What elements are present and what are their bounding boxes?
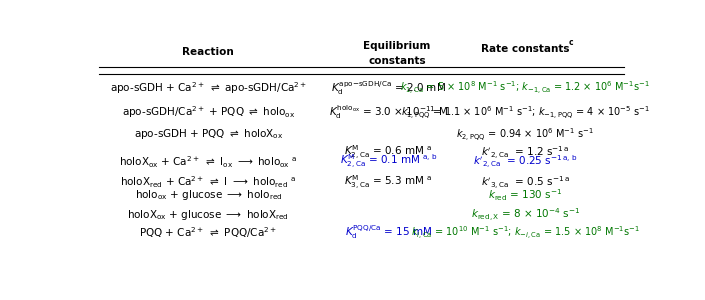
Text: $k_{\rm red}$ = 130 s$^{-1}$: $k_{\rm red}$ = 130 s$^{-1}$ xyxy=(488,188,563,203)
Text: c: c xyxy=(568,38,573,47)
Text: $K_{2,\rm Ca}^{\rm M}$ = 0.1 mM $^{\rm a,\,b}$: $K_{2,\rm Ca}^{\rm M}$ = 0.1 mM $^{\rm a… xyxy=(340,153,438,171)
Text: apo-sGDH/Ca$^{2+}$ + PQQ $\rightleftharpoons$ holo$_{\rm ox}$: apo-sGDH/Ca$^{2+}$ + PQQ $\rightleftharp… xyxy=(122,104,295,120)
Text: holoX$_{\rm ox}$ + glucose $\longrightarrow$ holoX$_{\rm red}$: holoX$_{\rm ox}$ + glucose $\longrightar… xyxy=(128,208,289,222)
Text: $k_{2,\rm PQQ}$ = 0.94 × 10$^{6}$ M$^{-1}$ s$^{-1}$: $k_{2,\rm PQQ}$ = 0.94 × 10$^{6}$ M$^{-1… xyxy=(456,126,594,142)
Text: $k_{1,\rm Ca}$ = 5 × 10$^{8}$ M$^{-1}$ s$^{-1}$; $k_{-1,\rm Ca}$ = 1.2 × 10$^{6}: $k_{1,\rm Ca}$ = 5 × 10$^{8}$ M$^{-1}$ s… xyxy=(400,80,650,96)
Text: holo$_{\rm ox}$ + glucose $\longrightarrow$ holo$_{\rm red}$: holo$_{\rm ox}$ + glucose $\longrightarr… xyxy=(135,188,282,203)
Text: $k_{i,\rm Ca}$ = 10$^{10}$ M$^{-1}$ s$^{-1}$; $k_{-i,\rm Ca}$ = 1.5 × 10$^{8}$ M: $k_{i,\rm Ca}$ = 10$^{10}$ M$^{-1}$ s$^{… xyxy=(411,224,639,241)
Text: $K_{\rm d}^{\rm PQQ/Ca}$ = 15 mM: $K_{\rm d}^{\rm PQQ/Ca}$ = 15 mM xyxy=(345,224,432,242)
Text: apo-sGDH + Ca$^{2+}$ $\rightleftharpoons$ apo-sGDH/Ca$^{2+}$: apo-sGDH + Ca$^{2+}$ $\rightleftharpoons… xyxy=(110,80,307,96)
Text: $k_{1,\rm PQQ}$ = 1.1 × 10$^{6}$ M$^{-1}$ s$^{-1}$; $k_{-1,\rm PQQ}$ = 4 × 10$^{: $k_{1,\rm PQQ}$ = 1.1 × 10$^{6}$ M$^{-1}… xyxy=(401,104,649,121)
Text: $k'_{2,\rm Ca}$  = 0.25 s$^{-1\,\rm a,\,b}$: $k'_{2,\rm Ca}$ = 0.25 s$^{-1\,\rm a,\,b… xyxy=(473,153,577,170)
Text: Rate constants: Rate constants xyxy=(481,44,570,54)
Text: $K_{\rm d}^{\rm apo\mathsf{-}sGDH/Ca}$ = 2.0 mM: $K_{\rm d}^{\rm apo\mathsf{-}sGDH/Ca}$ =… xyxy=(331,79,446,97)
Text: $K_{\rm d}^{\rm holo_{ox}}$ = 3.0 × 10$^{-11}$ M: $K_{\rm d}^{\rm holo_{ox}}$ = 3.0 × 10$^… xyxy=(329,103,448,121)
Text: $k'_{3,\rm Ca}$  = 0.5 s$^{-1\,\rm a}$: $k'_{3,\rm Ca}$ = 0.5 s$^{-1\,\rm a}$ xyxy=(481,174,570,191)
Text: holoX$_{\rm ox}$ + Ca$^{2+}$ $\rightleftharpoons$ I$_{\rm ox}$ $\longrightarrow$: holoX$_{\rm ox}$ + Ca$^{2+}$ $\rightleft… xyxy=(119,154,298,170)
Text: Equilibrium: Equilibrium xyxy=(363,41,431,51)
Text: apo-sGDH + PQQ $\rightleftharpoons$ holoX$_{\rm ox}$: apo-sGDH + PQQ $\rightleftharpoons$ holo… xyxy=(134,127,283,141)
Text: $k_{\rm red,X}$ = 8 × 10$^{-4}$ s$^{-1}$: $k_{\rm red,X}$ = 8 × 10$^{-4}$ s$^{-1}$ xyxy=(470,207,580,224)
Text: PQQ + Ca$^{2+}$ $\rightleftharpoons$ PQQ/Ca$^{2+}$: PQQ + Ca$^{2+}$ $\rightleftharpoons$ PQQ… xyxy=(140,225,277,240)
Text: $K_{3,\rm Ca}^{\rm M}$ = 5.3 mM $^{\rm a}$: $K_{3,\rm Ca}^{\rm M}$ = 5.3 mM $^{\rm a… xyxy=(345,174,433,192)
Text: constants: constants xyxy=(368,56,426,66)
Text: Reaction: Reaction xyxy=(183,47,234,57)
Text: holoX$_{\rm red}$ + Ca$^{2+}$ $\rightleftharpoons$ I $\longrightarrow$ holo$_{\r: holoX$_{\rm red}$ + Ca$^{2+}$ $\rightlef… xyxy=(121,175,296,190)
Text: $k'_{2,\rm Ca}$  = 1.2 s$^{-1\,\rm a}$: $k'_{2,\rm Ca}$ = 1.2 s$^{-1\,\rm a}$ xyxy=(481,144,570,161)
Text: $K_{2,\rm Ca}^{\rm M}$ = 0.6 mM $^{\rm a}$: $K_{2,\rm Ca}^{\rm M}$ = 0.6 mM $^{\rm a… xyxy=(345,144,433,162)
